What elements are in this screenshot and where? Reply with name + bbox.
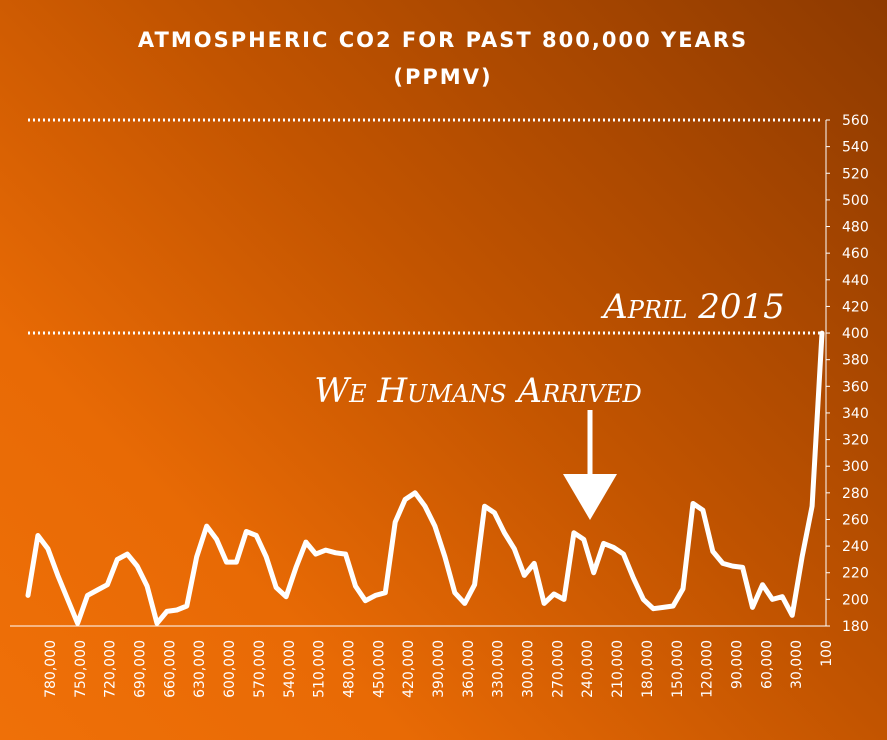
- x-tick-label: 630,000: [192, 640, 208, 698]
- x-tick-label: 780,000: [43, 640, 59, 698]
- y-tick-label: 200: [842, 592, 869, 608]
- y-tick-label: 180: [842, 619, 869, 635]
- series-line-co2: [25, 330, 825, 626]
- x-tick-label: 330,000: [491, 640, 507, 698]
- y-tick-label: 480: [842, 220, 869, 236]
- x-tick-label: 660,000: [162, 640, 178, 698]
- x-tick-label: 690,000: [133, 640, 149, 698]
- x-tick-label: 120,000: [700, 640, 716, 698]
- y-tick-label: 300: [842, 459, 869, 475]
- x-tick-label: 150,000: [670, 640, 686, 698]
- y-tick-label: 240: [842, 539, 869, 555]
- y-axis: [10, 120, 827, 627]
- y-tick-label: 440: [842, 273, 869, 289]
- y-tick-label: 220: [842, 566, 869, 582]
- x-tick-label: 570,000: [252, 640, 268, 698]
- x-tick-label: 450,000: [371, 640, 387, 698]
- x-tick-label: 750,000: [73, 640, 89, 698]
- y-tick-label: 460: [842, 246, 869, 262]
- x-tick-label: 720,000: [103, 640, 119, 698]
- y-tick-label: 540: [842, 140, 869, 156]
- y-tick-label: 360: [842, 379, 869, 395]
- chart-title: ATMOSPHERIC CO2 FOR PAST 800,000 YEARS: [138, 28, 748, 52]
- x-tick-label: 240,000: [580, 640, 596, 698]
- x-tick-label: 420,000: [401, 640, 417, 698]
- annotation-april-2015: April 2015: [600, 287, 785, 327]
- x-tick-label: 100: [819, 640, 835, 667]
- x-tick-label: 390,000: [431, 640, 447, 698]
- x-tick-label: 600,000: [222, 640, 238, 698]
- arrow-head: [563, 474, 617, 520]
- x-tick-label: 480,000: [341, 640, 357, 698]
- x-tick-label: 60,000: [759, 640, 775, 689]
- x-tick-label: 360,000: [461, 640, 477, 698]
- y-tick-label: 420: [842, 299, 869, 315]
- x-tick-label: 540,000: [282, 640, 298, 698]
- arrow-indicator: [563, 410, 617, 520]
- y-tick-label: 500: [842, 193, 869, 209]
- y-tick-label: 520: [842, 166, 869, 182]
- x-tick-label: 180,000: [640, 640, 656, 698]
- y-tick-label: 260: [842, 512, 869, 528]
- y-tick-label: 380: [842, 353, 869, 369]
- x-tick-label: 270,000: [550, 640, 566, 698]
- x-tick-label: 300,000: [521, 640, 537, 698]
- y-tick-labels: 180 200 220 240 260 280 300 320 340 360 380 400 420 4…: [826, 113, 869, 635]
- x-tick-label: 30,000: [789, 640, 805, 689]
- chart-subtitle: (PPMV): [393, 65, 492, 89]
- series-group: [25, 330, 825, 626]
- x-tick-label: 510,000: [312, 640, 328, 698]
- x-tick-label: 210,000: [610, 640, 626, 698]
- y-tick-label: 560: [842, 113, 869, 129]
- x-tick-label: 90,000: [729, 640, 745, 689]
- y-tick-label: 400: [842, 326, 869, 342]
- x-tick-labels: 780,000 750,000 720,000 690,000 660,000 630,0…: [43, 640, 835, 698]
- y-tick-label: 280: [842, 486, 869, 502]
- y-tick-label: 320: [842, 433, 869, 449]
- annotation-humans-arrived: We Humans Arrived: [314, 371, 642, 411]
- y-tick-label: 340: [842, 406, 869, 422]
- reference-lines: [28, 118, 822, 335]
